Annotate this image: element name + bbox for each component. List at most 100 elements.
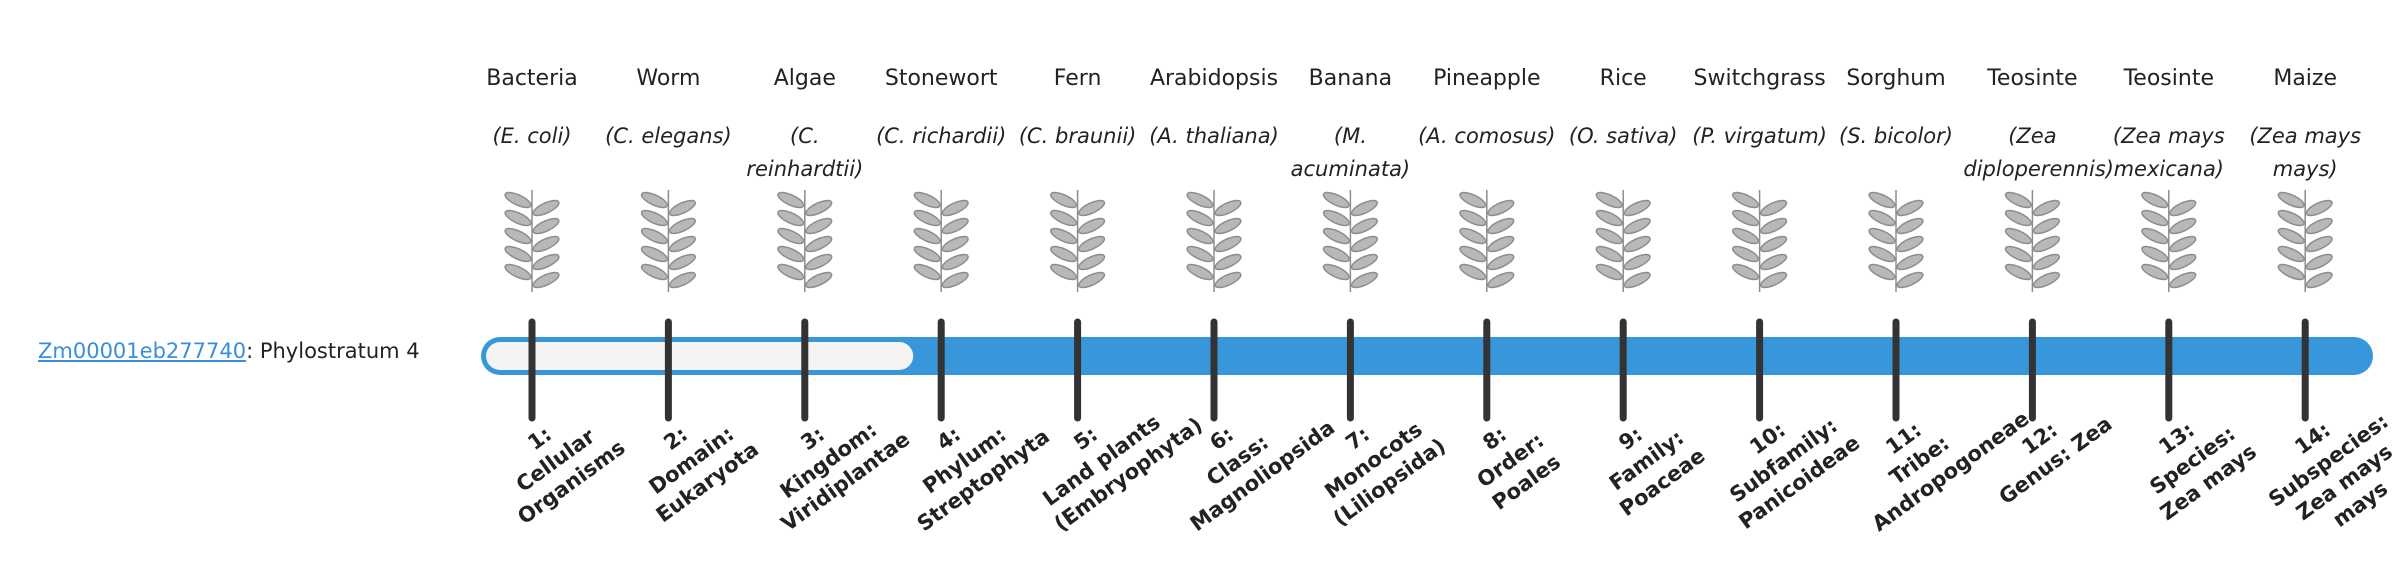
leaf (777, 191, 805, 209)
leaf (1350, 253, 1379, 271)
leaf (2004, 209, 2033, 227)
gene-link[interactable]: Zm00001eb277740 (38, 339, 247, 363)
leaf (640, 263, 669, 281)
leaf (2277, 245, 2305, 263)
organism-illustration (1459, 190, 1515, 292)
leaf (1595, 191, 1623, 209)
leaf (2305, 235, 2333, 253)
leaf (2169, 199, 2197, 217)
leaf (1487, 235, 1515, 253)
leaf (1759, 217, 1788, 235)
leaf (1623, 271, 1651, 289)
leaf (941, 199, 969, 217)
gene-stratum: 4 (406, 339, 420, 363)
organism-name: Worm (636, 66, 701, 91)
leaf (1350, 217, 1379, 235)
leaf (1049, 245, 1078, 263)
leaf (1595, 245, 1623, 263)
leaf (504, 263, 532, 281)
leaf (532, 253, 560, 271)
leaf (941, 253, 969, 271)
leaf (1595, 209, 1623, 227)
leaf (1868, 263, 1896, 281)
leaf (2169, 271, 2197, 289)
organism-illustration (1049, 190, 1106, 292)
leaf (504, 191, 532, 209)
organism-species: (Zea mays mays) (2249, 124, 2362, 181)
leaf (2169, 253, 2197, 271)
leaf (1896, 199, 1924, 217)
leaf (777, 263, 805, 281)
gene-label: Zm00001eb277740: Phylostratum 4 (38, 339, 420, 363)
leaf (1731, 191, 1760, 209)
leaf (1459, 245, 1487, 263)
organism-name: Sorghum (1846, 66, 1946, 91)
leaf (1623, 253, 1651, 271)
leaf (504, 245, 532, 263)
leaf (2004, 227, 2033, 245)
leaf (2305, 271, 2333, 289)
organism-name: Algae (773, 66, 836, 91)
leaf (1186, 209, 1214, 227)
leaf (668, 217, 697, 235)
leaf (1214, 271, 1242, 289)
leaf (532, 217, 560, 235)
leaf (2032, 217, 2061, 235)
leaf (2169, 217, 2197, 235)
organism-illustration (1868, 190, 1924, 292)
leaf (1623, 217, 1651, 235)
leaf (1759, 199, 1788, 217)
gene-separator: : (246, 339, 254, 363)
leaf (640, 245, 669, 263)
organism-species: (M. acuminata) (1290, 124, 1411, 181)
leaf (1459, 263, 1487, 281)
leaf (2305, 253, 2333, 271)
organism-species: (Zea mays mexicana) (2112, 124, 2225, 181)
leaf (777, 245, 805, 263)
organism-name: Teosinte (2123, 66, 2214, 91)
leaf (1077, 253, 1106, 271)
organism-species: (Zea diploperennis) (1963, 124, 2114, 181)
leaf (668, 253, 697, 271)
leaf (1214, 199, 1242, 217)
leaf (2004, 191, 2033, 209)
organism-illustration (1595, 190, 1651, 292)
leaf (1214, 235, 1242, 253)
leaf (1186, 263, 1214, 281)
leaf (1186, 191, 1214, 209)
leaf (777, 209, 805, 227)
organism-name: Switchgrass (1693, 66, 1826, 91)
leaf (2277, 227, 2305, 245)
leaf (913, 209, 941, 227)
leaf (1459, 209, 1487, 227)
organism-name: Rice (1599, 66, 1647, 91)
organism-species: (O. sativa) (1568, 124, 1678, 148)
leaf (1623, 235, 1651, 253)
organism-illustration (640, 190, 697, 292)
leaf (1595, 263, 1623, 281)
organism-name: Bacteria (486, 66, 578, 91)
leaf (913, 191, 941, 209)
leaf (777, 227, 805, 245)
organism-illustration (1731, 190, 1788, 292)
leaf (1487, 199, 1515, 217)
leaf (1049, 191, 1078, 209)
gene-stratum-label: Phylostratum (259, 339, 400, 363)
organism-name: Stonewort (884, 66, 998, 91)
leaf (1322, 191, 1351, 209)
leaf (1049, 263, 1078, 281)
leaf (1049, 209, 1078, 227)
organism-species: (P. virgatum) (1692, 124, 1827, 148)
leaf (1868, 191, 1896, 209)
organism-name: Pineapple (1433, 66, 1541, 91)
leaf (532, 271, 560, 289)
leaf (1731, 263, 1760, 281)
leaf (1623, 199, 1651, 217)
leaf (1759, 235, 1788, 253)
organism-name: Fern (1053, 66, 1102, 91)
organism-name: Arabidopsis (1149, 66, 1279, 91)
organism-name: Teosinte (1987, 66, 2078, 91)
organism-species: (C. braunii) (1018, 124, 1137, 148)
leaf (1868, 245, 1896, 263)
leaf (1322, 263, 1351, 281)
